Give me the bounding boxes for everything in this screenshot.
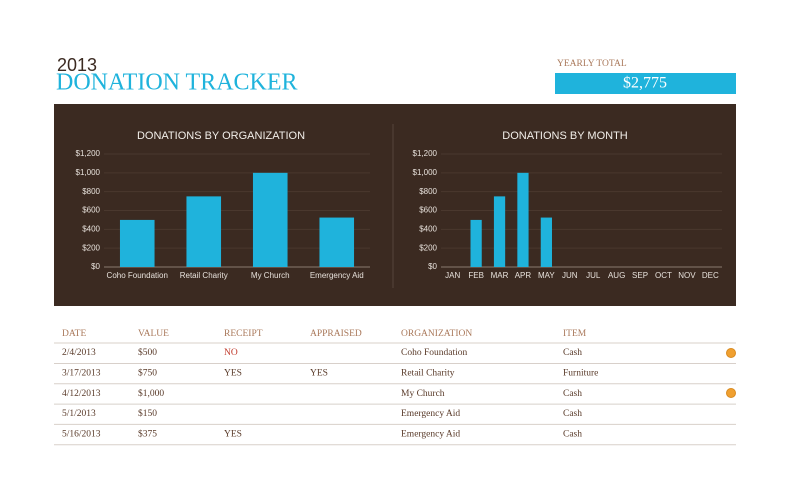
cell: 3/17/2013 [62, 368, 101, 378]
x-tick-label: Coho Foundation [107, 271, 168, 280]
column-header: RECEIPT [224, 329, 263, 339]
x-tick-label: Emergency Aid [310, 271, 364, 280]
bar [252, 172, 288, 267]
cell: YES [310, 368, 328, 378]
cell: $375 [138, 428, 157, 439]
cell: 5/1/2013 [62, 409, 96, 419]
cell: 2/4/2013 [62, 348, 96, 358]
x-tick-label: Retail Charity [180, 271, 228, 280]
year: 2013 [57, 55, 97, 75]
cell: Cash [563, 389, 582, 399]
bar [119, 219, 155, 267]
bar [186, 196, 222, 267]
x-tick-label: DEC [702, 271, 719, 280]
cell: YES [224, 368, 242, 378]
cell: $500 [138, 347, 157, 358]
x-tick-label: APR [515, 271, 532, 280]
cell: Emergency Aid [401, 429, 460, 439]
cell: Cash [563, 348, 582, 358]
cell: Retail Charity [401, 368, 455, 378]
column-header: VALUE [138, 329, 169, 339]
cell: My Church [401, 389, 445, 399]
y-tick-label: $800 [419, 187, 437, 196]
cell: Cash [563, 429, 582, 439]
x-tick-label: JAN [445, 271, 460, 280]
chart-panel [54, 104, 736, 306]
y-tick-label: $400 [82, 224, 100, 233]
cell: Cash [563, 409, 582, 419]
bar [493, 196, 506, 267]
cell: Furniture [563, 368, 598, 378]
column-header: APPRAISED [310, 329, 362, 339]
x-tick-label: OCT [655, 271, 672, 280]
column-header: ITEM [563, 329, 587, 339]
bar [470, 219, 482, 267]
x-tick-label: FEB [468, 271, 484, 280]
x-tick-label: MAR [491, 271, 509, 280]
x-tick-label: JUL [586, 271, 601, 280]
y-tick-label: $200 [82, 243, 100, 252]
x-tick-label: NOV [678, 271, 696, 280]
x-tick-label: SEP [632, 271, 648, 280]
page-title: DONATION TRACKER [56, 70, 298, 96]
total-label: YEARLY TOTAL [557, 59, 627, 69]
y-tick-label: $200 [419, 243, 437, 252]
x-tick-label: My Church [251, 271, 290, 280]
cell: 4/12/2013 [62, 389, 101, 399]
chart-title: DONATIONS BY ORGANIZATION [137, 130, 305, 142]
cell: YES [224, 429, 242, 439]
bar [540, 217, 552, 267]
y-tick-label: $600 [82, 206, 100, 215]
cell: $750 [138, 367, 157, 378]
cell: Coho Foundation [401, 348, 467, 358]
cell: $150 [138, 408, 157, 419]
y-tick-label: $400 [419, 224, 437, 233]
y-tick-label: $1,200 [413, 149, 438, 158]
y-tick-label: $0 [91, 262, 100, 271]
cell: Emergency Aid [401, 409, 460, 419]
bar [319, 217, 355, 267]
column-header: ORGANIZATION [401, 329, 472, 339]
cell: NO [224, 348, 238, 358]
total-value: $2,775 [623, 75, 667, 92]
y-tick-label: $600 [419, 206, 437, 215]
column-header: DATE [62, 329, 86, 339]
y-tick-label: $1,200 [76, 149, 101, 158]
flag-icon [726, 348, 736, 358]
y-tick-label: $0 [428, 262, 437, 271]
y-tick-label: $800 [82, 187, 100, 196]
y-tick-label: $1,000 [413, 168, 438, 177]
x-tick-label: JUN [562, 271, 578, 280]
flag-icon [726, 388, 736, 398]
x-tick-label: AUG [608, 271, 625, 280]
bar [517, 172, 529, 267]
total-box [555, 73, 736, 94]
chart-title: DONATIONS BY MONTH [502, 130, 628, 142]
x-tick-label: MAY [538, 271, 555, 280]
y-tick-label: $1,000 [76, 168, 101, 177]
cell: $1,000 [138, 388, 164, 399]
cell: 5/16/2013 [62, 429, 101, 439]
